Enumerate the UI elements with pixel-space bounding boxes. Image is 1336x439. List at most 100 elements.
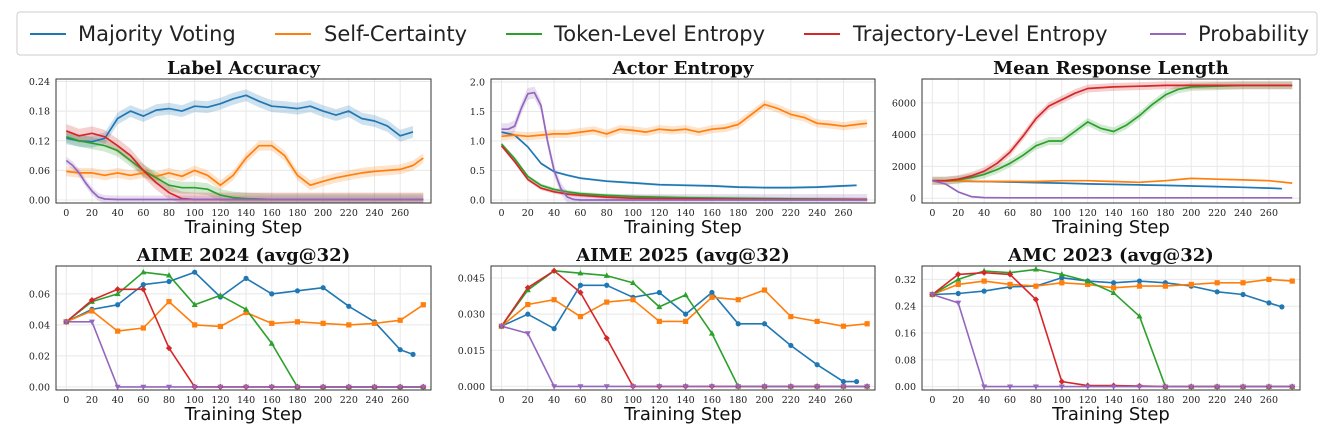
y-tick-label: 0.06 xyxy=(29,166,50,177)
point-probability xyxy=(735,384,742,390)
legend: Majority Voting Self-Certainty Token-Lev… xyxy=(16,11,1318,56)
point-probability xyxy=(114,384,121,391)
point-self-certainty xyxy=(294,319,301,325)
point-majority-voting xyxy=(1110,280,1117,286)
x-tick-label: 220 xyxy=(782,208,800,219)
point-self-certainty xyxy=(1240,280,1246,286)
point-self-certainty xyxy=(397,317,403,323)
x-tick-label: 20 xyxy=(522,395,534,406)
x-tick-label: 60 xyxy=(137,208,149,219)
point-self-certainty xyxy=(735,297,741,303)
plot-frame xyxy=(490,78,876,204)
point-majority-voting xyxy=(761,321,768,327)
point-majority-voting xyxy=(814,362,820,368)
point-token-level-entropy xyxy=(217,292,224,298)
x-tick-label: 200 xyxy=(314,395,332,406)
point-token-level-entropy xyxy=(630,279,637,286)
point-trajectory-level-entropy xyxy=(955,271,962,278)
point-self-certainty xyxy=(814,318,820,324)
point-trajectory-level-entropy xyxy=(577,289,584,296)
x-axis-label: Training Step xyxy=(184,217,303,238)
point-token-level-entropy xyxy=(1032,266,1039,272)
x-tick-label: 140 xyxy=(237,395,255,406)
y-tick-label: 1.0 xyxy=(470,137,485,148)
point-majority-voting xyxy=(1266,300,1272,306)
point-trajectory-level-entropy xyxy=(1006,271,1014,278)
legend-box xyxy=(16,11,1318,56)
point-self-certainty xyxy=(525,301,531,308)
plot-area xyxy=(56,266,431,390)
point-probability xyxy=(371,384,378,391)
panel-title: Actor Entropy xyxy=(612,58,754,79)
y-tick-label: 0.00 xyxy=(895,382,916,393)
point-majority-voting xyxy=(320,285,326,291)
point-probability xyxy=(88,319,95,325)
point-token-level-entropy xyxy=(955,276,962,282)
x-tick-label: 180 xyxy=(288,395,306,406)
point-majority-voting xyxy=(735,321,741,327)
panel-mean-response-length: 0 20 40 60 80 100 120 140 160 180 200 220 240 260 0 200… xyxy=(892,58,1301,238)
y-tick-label: 1.5 xyxy=(470,107,485,118)
y-tick-label: 0.18 xyxy=(29,107,50,118)
x-tick-label: 20 xyxy=(86,208,98,219)
point-majority-voting xyxy=(525,311,531,317)
point-token-level-entropy xyxy=(114,290,121,297)
point-probability xyxy=(708,384,715,390)
point-majority-voting xyxy=(853,378,860,385)
x-tick-label: 180 xyxy=(288,208,306,219)
line-token-level-entropy xyxy=(932,84,1293,182)
legend-label-majority-voting: Majority Voting xyxy=(78,22,236,46)
point-trajectory-level-entropy xyxy=(140,286,147,293)
x-tick-label: 160 xyxy=(703,395,721,406)
x-tick-label: 260 xyxy=(1260,208,1278,219)
point-majority-voting xyxy=(1240,291,1246,298)
point-self-certainty xyxy=(604,299,610,305)
point-self-certainty xyxy=(761,287,768,293)
markers-majority-voting xyxy=(498,282,860,385)
point-probability xyxy=(1188,384,1195,390)
x-tick-label: 100 xyxy=(1053,208,1071,219)
point-probability xyxy=(1136,384,1143,390)
point-majority-voting xyxy=(788,342,794,349)
point-probability xyxy=(1289,384,1296,390)
y-tick-label: 6000 xyxy=(892,98,916,109)
x-axis-label: Training Step xyxy=(1051,217,1170,238)
line-trajectory-level-entropy xyxy=(932,84,1293,182)
x-tick-label: 160 xyxy=(703,208,721,219)
x-tick-label: 40 xyxy=(978,208,990,219)
panel-title: AIME 2025 (avg@32) xyxy=(575,245,789,266)
point-majority-voting xyxy=(346,303,352,309)
y-tick-label: 0.16 xyxy=(895,329,916,340)
x-tick-label: 240 xyxy=(1234,395,1252,406)
point-majority-voting xyxy=(397,347,403,353)
point-majority-voting xyxy=(1136,278,1143,284)
x-tick-label: 220 xyxy=(340,395,358,406)
x-tick-label: 100 xyxy=(1053,395,1071,406)
point-self-certainty xyxy=(140,325,146,331)
x-axis-label: Training Step xyxy=(1051,404,1170,425)
point-self-certainty xyxy=(1266,276,1272,283)
point-trajectory-level-entropy xyxy=(981,269,988,276)
point-self-certainty xyxy=(371,320,378,326)
x-tick-label: 180 xyxy=(1156,395,1174,406)
point-probability xyxy=(787,384,794,390)
x-axis-label: Training Step xyxy=(184,404,303,425)
point-probability xyxy=(397,384,404,391)
point-majority-voting xyxy=(140,282,146,288)
point-majority-voting xyxy=(269,291,275,297)
point-probability xyxy=(630,384,637,390)
x-tick-label: 240 xyxy=(365,208,383,219)
point-self-certainty xyxy=(630,297,636,303)
point-self-certainty xyxy=(551,297,557,303)
x-tick-label: 60 xyxy=(137,395,149,406)
point-trajectory-level-entropy xyxy=(524,284,531,291)
x-tick-label: 140 xyxy=(1105,395,1123,406)
x-tick-label: 60 xyxy=(574,208,586,219)
markers-self-certainty xyxy=(63,299,426,334)
point-self-certainty xyxy=(346,322,352,328)
point-probability xyxy=(345,384,352,391)
panel-actor-entropy: 0 20 40 60 80 100 120 140 160 180 200 220 240 260 0.0 0… xyxy=(470,58,876,238)
x-tick-label: 20 xyxy=(952,395,964,406)
y-tick-label: 2.0 xyxy=(470,77,485,88)
point-majority-voting xyxy=(955,290,961,297)
